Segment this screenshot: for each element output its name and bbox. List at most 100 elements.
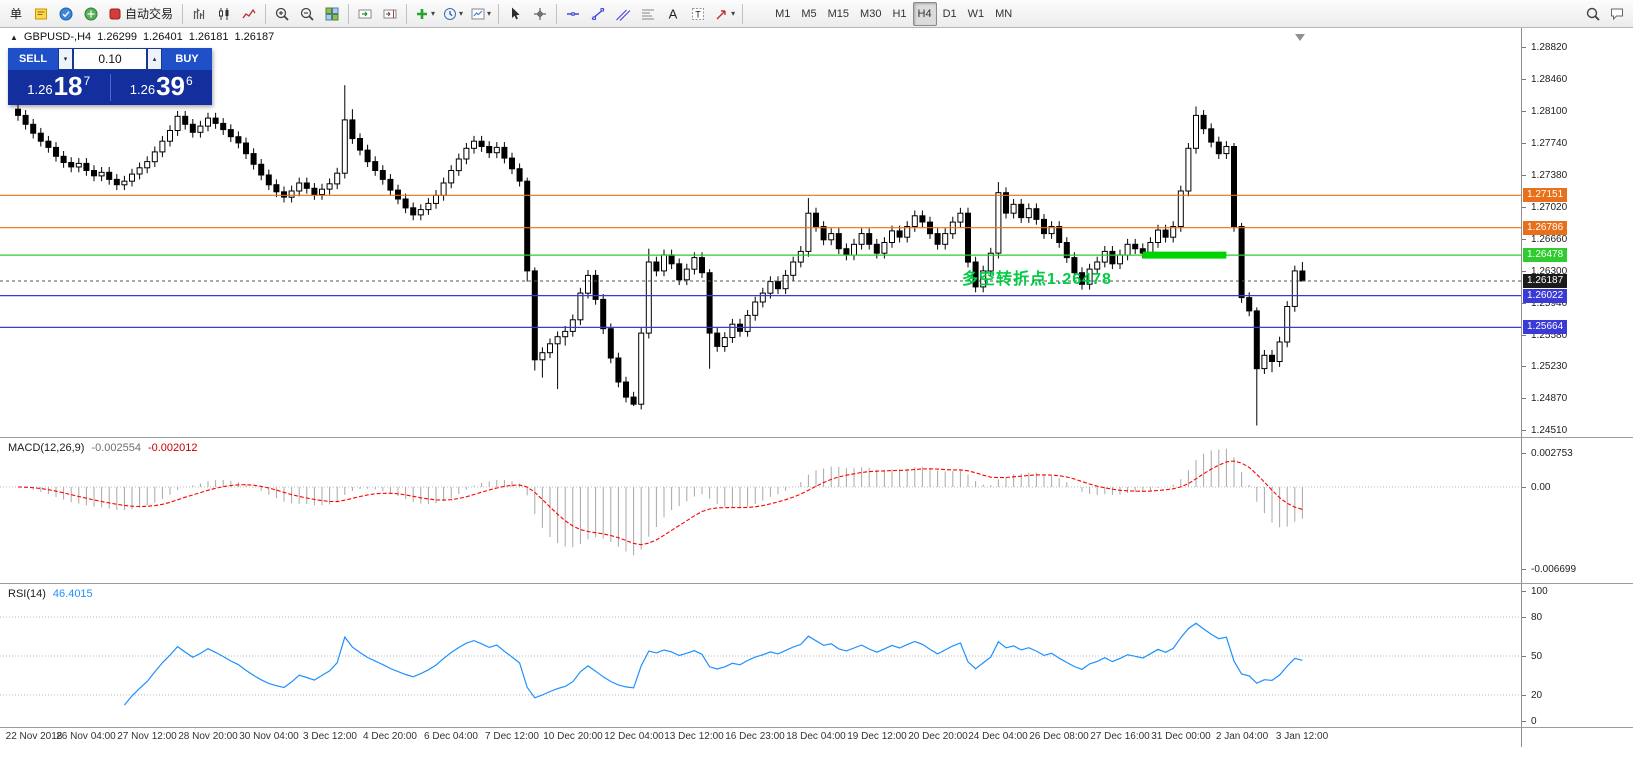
timeframe-M1[interactable]: M1 [775, 7, 791, 20]
axis-tick [1522, 111, 1526, 112]
timeframe-H4[interactable]: H4 [912, 1, 937, 26]
zoom-in-icon[interactable] [270, 2, 294, 26]
chart-shift-icon[interactable] [378, 2, 402, 26]
axis-tick [1522, 721, 1526, 722]
price-label: 1.27740 [1531, 138, 1568, 149]
line-chart-icon[interactable] [237, 2, 261, 26]
zoom-out-icon[interactable] [295, 2, 319, 26]
symbol-search-icon[interactable] [1581, 2, 1605, 26]
price-label: 1.27380 [1531, 170, 1568, 181]
buy-button[interactable]: BUY [175, 53, 199, 65]
toolbar-separator [406, 3, 408, 24]
indicators-add-icon [417, 8, 428, 19]
one-click-collapse-icon[interactable]: ▲ [10, 32, 18, 42]
axis-tick [1522, 366, 1526, 367]
price-label: 1.25230 [1531, 361, 1568, 372]
horizontal-line-icon[interactable] [561, 2, 585, 26]
rsi-label: RSI(14) 46.4015 [8, 588, 93, 600]
panel-divider[interactable] [0, 727, 1633, 728]
svg-text:T: T [695, 9, 701, 19]
buy-price[interactable]: 1.26 39 6 [129, 71, 193, 102]
horizontal-line-icon [567, 11, 580, 16]
rsi-axis-label: 50 [1531, 651, 1543, 662]
toolbar-right-group [1581, 2, 1629, 26]
price-divider [109, 74, 111, 101]
price-label: 1.28100 [1531, 106, 1568, 117]
crosshair-icon[interactable] [528, 2, 552, 26]
panel-divider[interactable] [0, 437, 1633, 438]
price-level-badge: 1.26478 [1523, 248, 1568, 262]
metaeditor-icon [35, 8, 47, 19]
panel-divider[interactable] [0, 583, 1633, 584]
volume-decrease-button[interactable]: ▾ [58, 48, 73, 70]
auto-scroll-icon[interactable] [353, 2, 377, 26]
timeframe-H1[interactable]: H1 [892, 7, 907, 20]
time-label: 30 Nov 04:00 [239, 731, 299, 742]
tile-windows-icon [325, 7, 339, 20]
time-label: 26 Dec 08:00 [1029, 731, 1089, 742]
axis-tick [1522, 335, 1526, 336]
price-axis[interactable]: 1.28820 1.28460 1.28100 1.27740 1.27380 1.270… [1521, 28, 1633, 747]
indicators-add-icon[interactable]: ▾ [411, 2, 438, 26]
volume-increase-button[interactable]: ▴ [147, 48, 162, 70]
autotrading-button[interactable]: 自动交易 [104, 2, 178, 26]
channel-icon[interactable] [611, 2, 635, 26]
volume-input[interactable]: 0.10 [73, 48, 147, 70]
bar-chart-icon[interactable] [187, 2, 211, 26]
chat-icon [1611, 8, 1623, 20]
chart-shift-icon [383, 9, 397, 18]
candlesticks-icon[interactable] [212, 2, 236, 26]
periods-clock-icon[interactable]: ▾ [439, 2, 466, 26]
timeframe-M15[interactable]: M15 [827, 7, 850, 20]
cursor-icon[interactable] [503, 2, 527, 26]
rsi-panel[interactable] [0, 584, 1521, 727]
price-label: 1.24870 [1531, 393, 1568, 404]
macd-axis-label: -0.006699 [1531, 564, 1577, 575]
metaeditor-icon[interactable] [29, 2, 53, 26]
time-label: 2 Jan 04:00 [1215, 731, 1269, 742]
time-label: 7 Dec 12:00 [485, 731, 539, 742]
axis-tick [1522, 271, 1526, 272]
chevron-down-icon: ▾ [731, 9, 736, 18]
arrows-icon[interactable]: ▾ [711, 2, 738, 26]
rsi-axis-label: 80 [1531, 612, 1543, 623]
time-label: 20 Dec 20:00 [908, 731, 968, 742]
navigator-icon[interactable] [79, 2, 103, 26]
timeframe-MN[interactable]: MN [995, 7, 1013, 20]
timeframe-D1[interactable]: D1 [942, 7, 957, 20]
bar-chart-icon [193, 8, 205, 19]
timeframe-W1[interactable]: W1 [967, 7, 985, 20]
cursor-icon [512, 7, 520, 19]
toolbar-separator [182, 3, 184, 24]
text-icon[interactable]: A [661, 2, 685, 26]
templates-icon[interactable]: ▾ [467, 2, 494, 26]
new-order-button[interactable]: 单 [9, 7, 22, 21]
chat-icon[interactable] [1605, 2, 1629, 26]
price-level-badge: 1.26022 [1523, 289, 1568, 303]
trendline-icon[interactable] [586, 2, 610, 26]
pivot-annotation: 多空转折点1.26478 [962, 271, 1112, 288]
fibonacci-icon [642, 8, 655, 20]
sell-price[interactable]: 1.26 18 7 [27, 71, 91, 102]
timeframe-M30[interactable]: M30 [860, 7, 882, 20]
price-label: 1.24510 [1531, 425, 1568, 436]
sell-button[interactable]: SELL [18, 53, 48, 65]
market-watch-icon[interactable] [54, 2, 78, 26]
axis-tick [1522, 656, 1526, 657]
market-watch-icon [59, 7, 73, 20]
timeframe-M5[interactable]: M5 [801, 7, 817, 20]
toolbar-separator [742, 3, 744, 24]
price-chart[interactable] [0, 28, 1521, 437]
price-label: 1.26660 [1531, 234, 1568, 245]
fibonacci-icon[interactable] [636, 2, 660, 26]
price-label: 1.28820 [1531, 42, 1568, 53]
tile-windows-icon[interactable] [320, 2, 344, 26]
text-icon: A [669, 6, 678, 21]
time-axis[interactable]: 22 Nov 2018 26 Nov 04:00 27 Nov 12:00 28 No… [0, 728, 1521, 747]
label-icon[interactable]: T [686, 2, 710, 26]
macd-main-value: -0.002554 [91, 442, 141, 454]
axis-tick [1522, 487, 1526, 488]
ohlc-close: 1.26187 [234, 31, 275, 43]
macd-panel[interactable] [0, 438, 1521, 583]
axis-tick [1522, 453, 1526, 454]
